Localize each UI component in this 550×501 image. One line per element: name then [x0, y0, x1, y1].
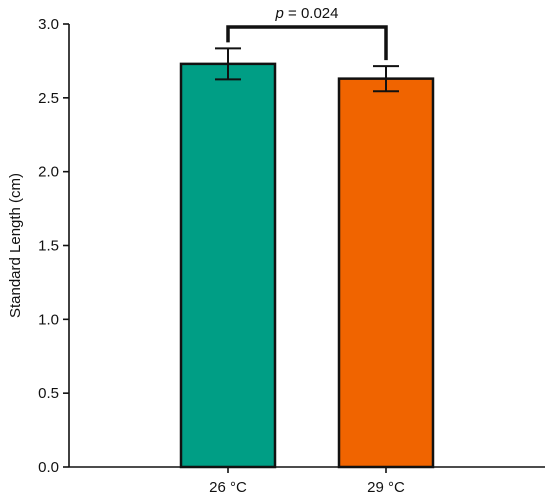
significance-annotation: p = 0.024	[226, 5, 388, 61]
error-bar	[373, 65, 399, 93]
p-value-label: p = 0.024	[275, 5, 339, 22]
y-tick-label: 2.0	[38, 164, 59, 181]
y-tick-label: 1.0	[38, 311, 59, 328]
p-symbol: p	[275, 5, 284, 22]
y-ticks: 0.0 0.5 1.0 1.5 2.0 2.5 3.0	[38, 16, 69, 476]
significance-bracket	[226, 25, 388, 61]
x-tick-label: 26 °C	[209, 479, 247, 496]
x-tick-label: 29 °C	[367, 479, 405, 496]
y-axis-title: Standard Length (cm)	[7, 173, 24, 318]
error-bars	[215, 47, 399, 93]
y-tick-label: 1.5	[38, 238, 59, 255]
error-bar	[215, 47, 241, 81]
y-axis: 0.0 0.5 1.0 1.5 2.0 2.5 3.0 Standard Length (c…	[7, 16, 70, 476]
bars	[179, 62, 435, 469]
y-tick-label: 0.5	[38, 385, 59, 402]
x-ticks: 26 °C 29 °C	[209, 467, 405, 496]
y-tick-label: 3.0	[38, 16, 59, 33]
p-value: = 0.024	[284, 5, 339, 22]
x-axis: 26 °C 29 °C	[69, 466, 545, 496]
bar	[179, 62, 277, 469]
bar	[337, 77, 435, 469]
y-tick-label: 0.0	[38, 459, 59, 476]
y-tick-label: 2.5	[38, 90, 59, 107]
